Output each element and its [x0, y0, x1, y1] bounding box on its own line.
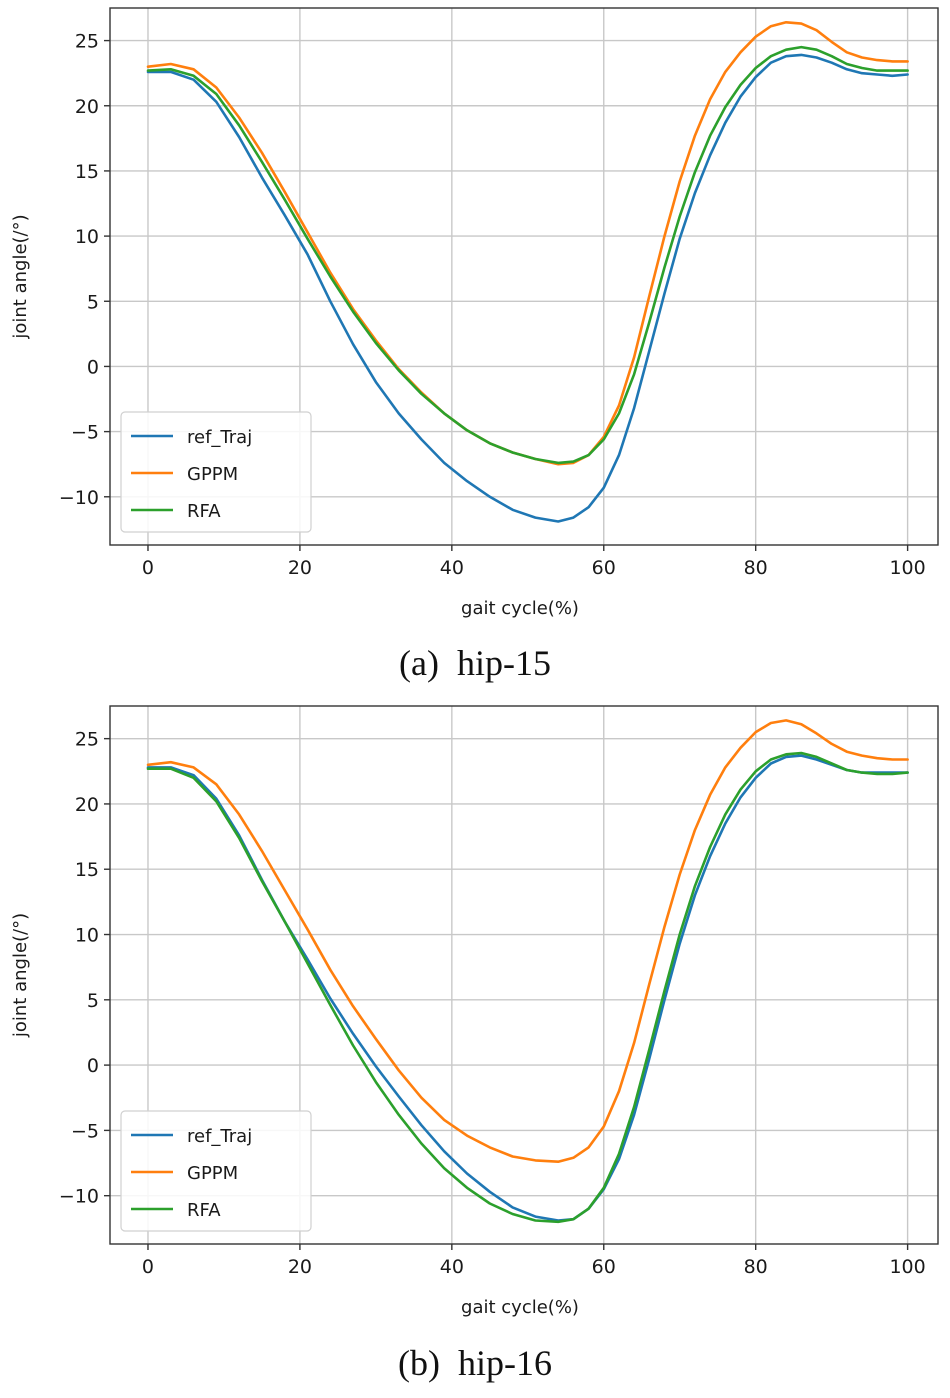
legend-label: ref_Traj	[187, 1126, 252, 1147]
legend-label: ref_Traj	[187, 427, 252, 448]
x-tick-label: 100	[889, 557, 925, 579]
x-tick-label: 80	[744, 1256, 768, 1278]
x-tick-label: 20	[288, 1256, 312, 1278]
legend-label: RFA	[187, 1200, 221, 1221]
series-line-gppm	[146, 21, 909, 466]
legend-label: GPPM	[187, 464, 238, 485]
y-tick-label: −10	[59, 487, 99, 509]
figure-caption: (a) hip-15	[399, 643, 551, 683]
x-tick-label: 20	[288, 557, 312, 579]
legend-label: RFA	[187, 501, 221, 522]
y-tick-label: 15	[75, 161, 99, 183]
x-tick-label: 0	[142, 557, 154, 579]
x-axis-label: gait cycle(%)	[461, 1297, 579, 1318]
y-tick-label: −10	[59, 1186, 99, 1208]
y-tick-label: 15	[75, 859, 99, 881]
y-tick-label: −5	[71, 422, 99, 444]
x-tick-label: 100	[889, 1256, 925, 1278]
y-tick-label: 10	[75, 925, 99, 947]
x-tick-label: 60	[592, 1256, 616, 1278]
series-line-rfa	[146, 751, 909, 1224]
series-line-ref-traj	[146, 53, 909, 523]
legend-label: GPPM	[187, 1163, 238, 1184]
x-axis-label: gait cycle(%)	[461, 598, 579, 619]
legend: ref_Traj GPPM RFA	[120, 411, 312, 533]
y-axis-label: joint angle(/°)	[10, 214, 31, 339]
legend-box	[120, 1110, 312, 1232]
plot-frame	[109, 705, 939, 1245]
series-line-gppm	[146, 719, 909, 1163]
y-tick-label: 20	[75, 794, 99, 816]
x-tick-label: 0	[142, 1256, 154, 1278]
y-tick-label: 0	[87, 1055, 99, 1077]
figure-caption: (b) hip-16	[398, 1343, 552, 1383]
legend-box	[120, 411, 312, 533]
x-tick-label: 40	[440, 1256, 464, 1278]
y-tick-label: 25	[75, 31, 99, 53]
y-tick-label: 5	[87, 291, 99, 313]
y-tick-label: 10	[75, 226, 99, 248]
y-tick-label: 20	[75, 96, 99, 118]
series-line-rfa	[146, 45, 909, 465]
y-axis-label: joint angle(/°)	[10, 913, 31, 1038]
y-tick-label: −5	[71, 1120, 99, 1142]
y-tick-label: 0	[87, 356, 99, 378]
y-tick-label: 25	[75, 729, 99, 751]
x-tick-label: 60	[592, 557, 616, 579]
x-tick-label: 40	[440, 557, 464, 579]
plot-frame	[109, 7, 939, 546]
legend: ref_Traj GPPM RFA	[120, 1110, 312, 1232]
chart-panel-b: 0 20 40 60 80 100 −10 −5 0 5 10 15 20 25 gait cycle(%)…	[10, 705, 939, 1383]
chart-panel-a: 0 20 40 60 80 100 −10 −5 0 5 10 15 20 25 gait cycle(%)…	[10, 7, 939, 683]
x-tick-label: 80	[744, 557, 768, 579]
y-tick-label: 5	[87, 990, 99, 1012]
